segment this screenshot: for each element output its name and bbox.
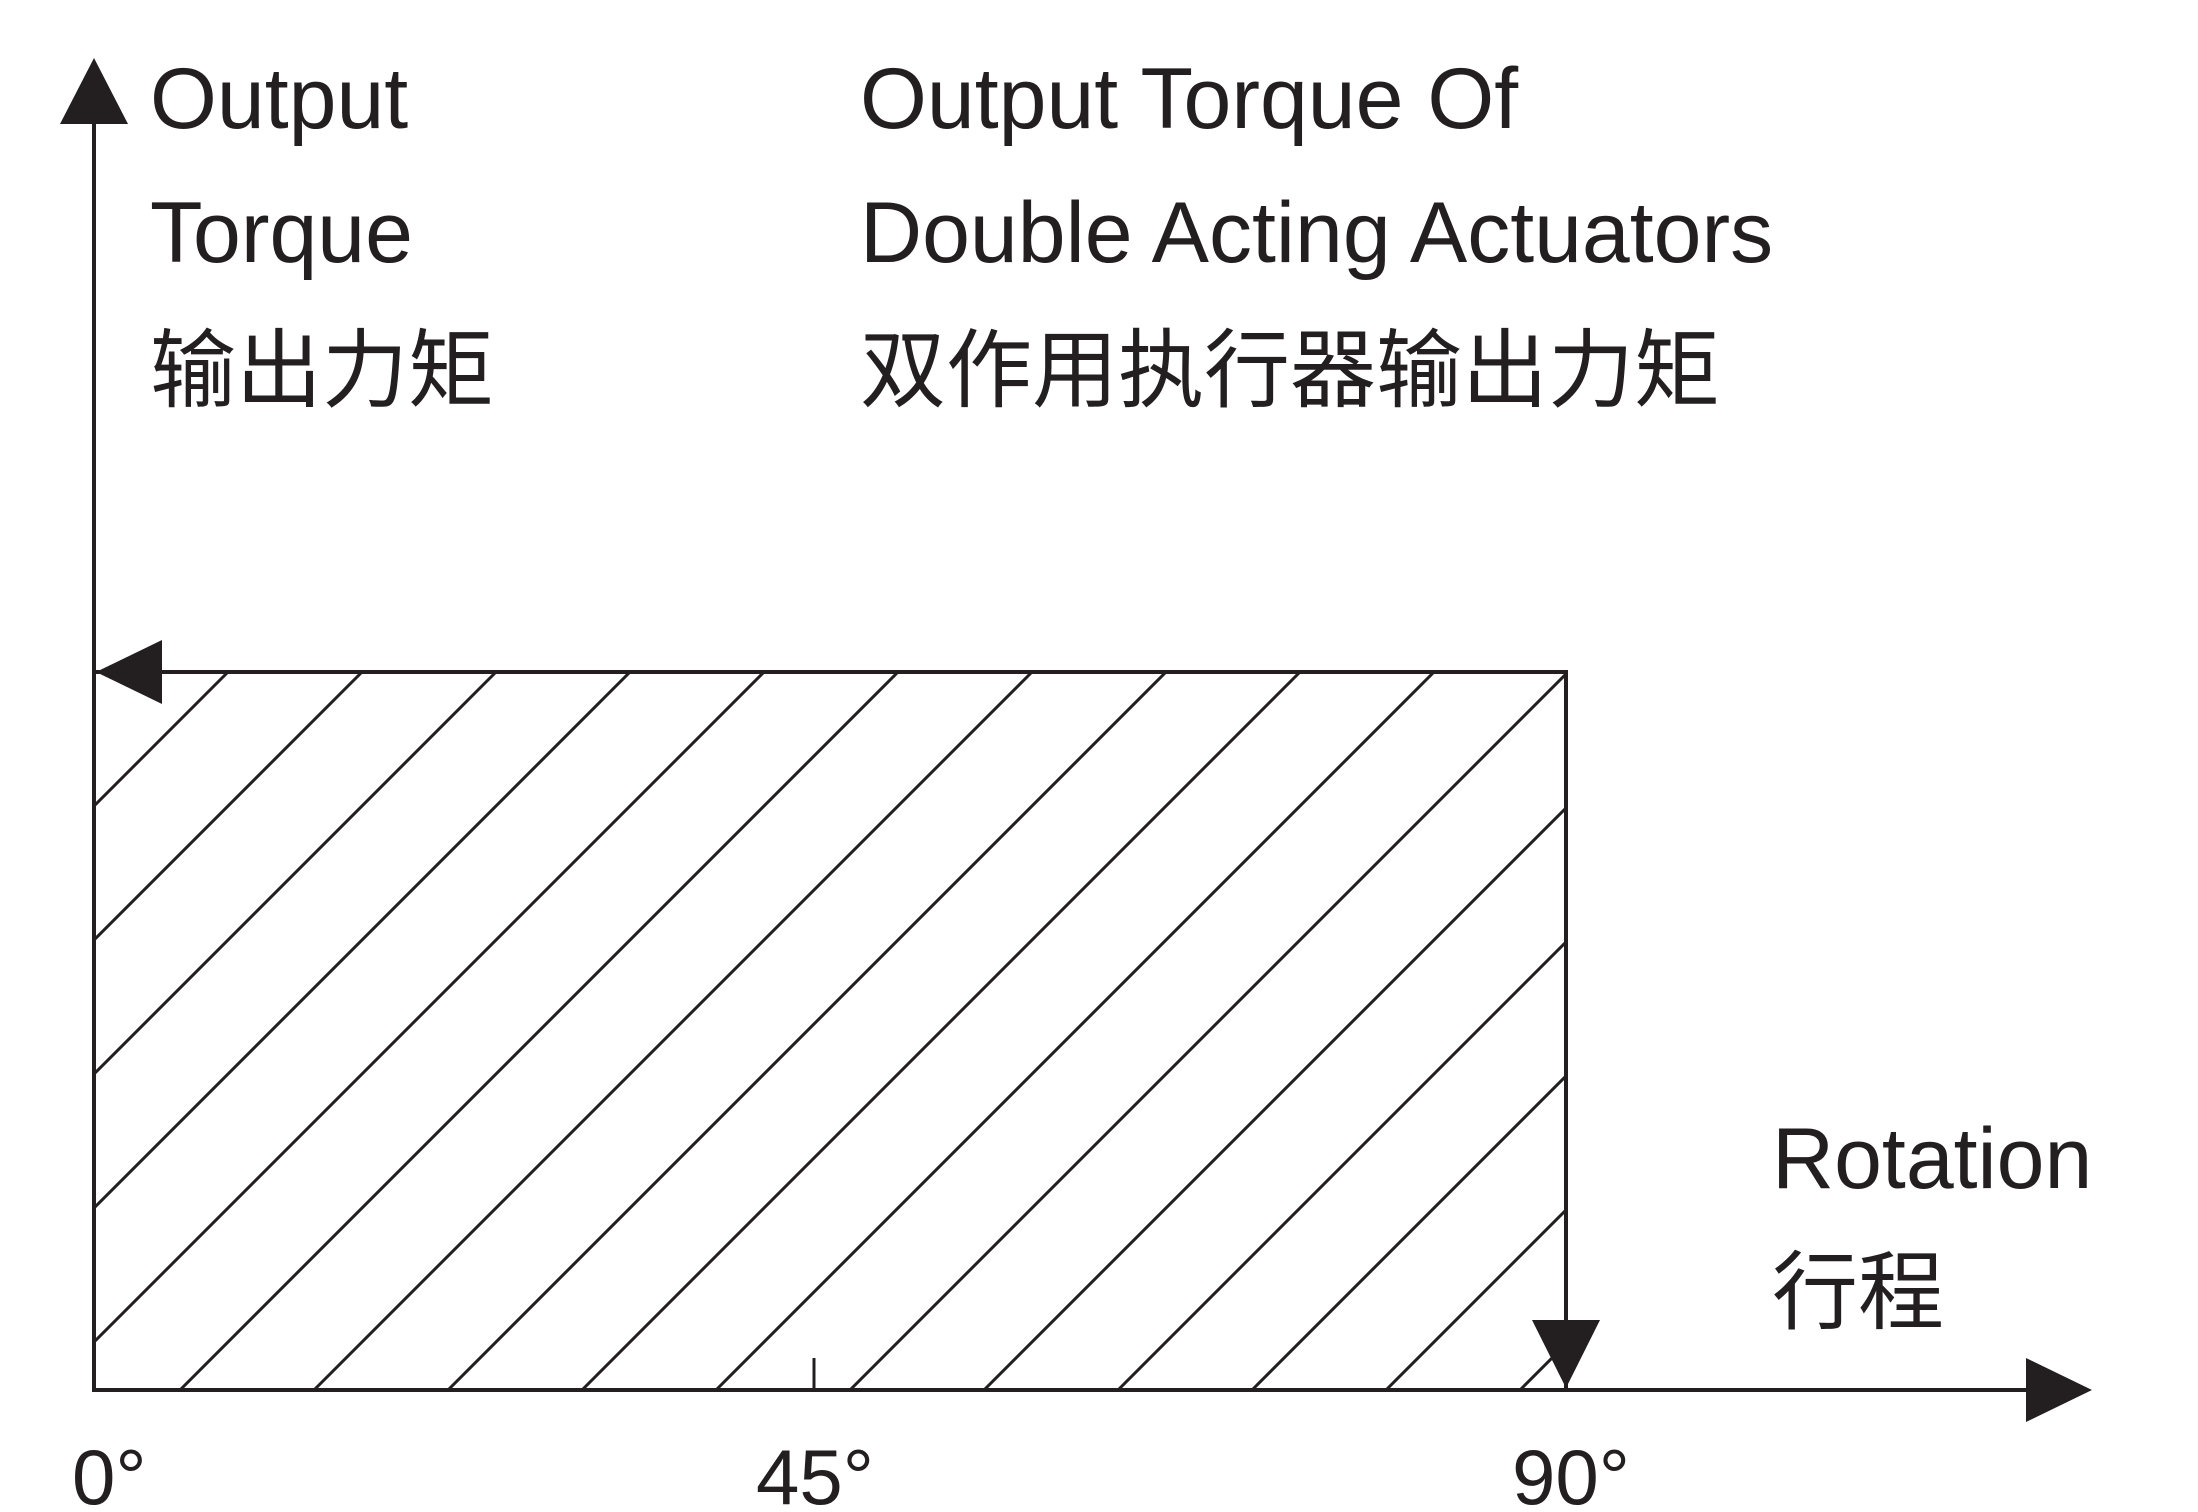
hatch-line xyxy=(94,672,364,943)
title-line1: Output Torque Of xyxy=(860,51,1519,147)
hatch-line xyxy=(714,672,1436,1390)
hatch-line xyxy=(94,672,230,809)
x-axis-arrowhead xyxy=(2026,1358,2092,1422)
y-axis-label-line2: Torque xyxy=(150,185,413,281)
title-line2: Double Acting Actuators xyxy=(860,185,1773,281)
hatch-line xyxy=(1384,1207,1566,1390)
title-line3: 双作用执行器输出力矩 xyxy=(860,323,1720,419)
hatch-line xyxy=(94,672,766,1345)
hatch-line xyxy=(1250,1073,1566,1390)
hatch-line xyxy=(178,672,900,1390)
hatch-lines xyxy=(94,672,1566,1390)
hatch-line xyxy=(446,672,1168,1390)
down-arrow-icon xyxy=(1532,1320,1600,1388)
hatch-line xyxy=(94,672,96,675)
hatch-line xyxy=(848,672,1566,1390)
hatch-line xyxy=(94,672,632,1211)
hatch-line xyxy=(312,672,1034,1390)
hatch-line xyxy=(982,805,1566,1390)
left-arrow-icon xyxy=(96,640,162,704)
y-axis-label-line3: 输出力矩 xyxy=(150,323,494,419)
x-axis-label-line2: 行程 xyxy=(1772,1245,1944,1341)
torque-region-outline xyxy=(92,670,1568,1392)
y-axis-label-line1: Output xyxy=(150,51,408,147)
tick-label-90: 90° xyxy=(1512,1433,1630,1512)
tick-label-45: 45° xyxy=(756,1433,874,1512)
y-axis-arrowhead xyxy=(60,58,128,124)
tick-label-0: 0° xyxy=(72,1433,147,1512)
hatch-line xyxy=(1116,939,1566,1390)
x-axis-label-line1: Rotation xyxy=(1772,1111,2092,1207)
hatch-line xyxy=(580,672,1302,1390)
hatch-line xyxy=(94,672,498,1077)
